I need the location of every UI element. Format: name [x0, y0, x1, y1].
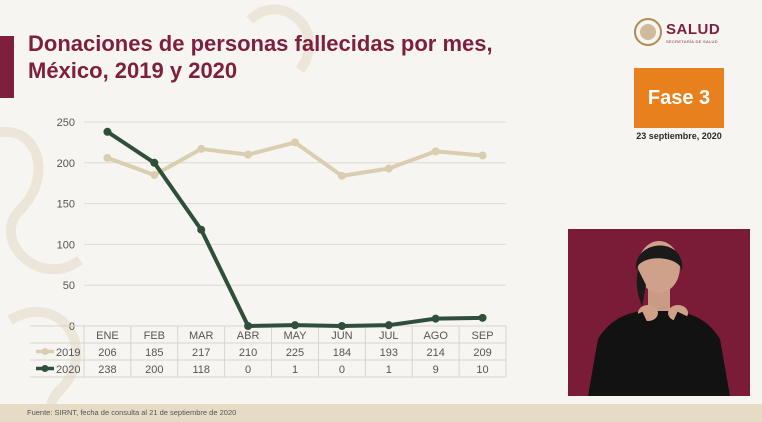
data-point-2020: [384, 321, 393, 330]
data-table-value: 209: [473, 347, 491, 359]
x-tick-label: AGO: [423, 330, 448, 342]
legend-label: 2020: [56, 364, 80, 376]
logo-text: SALUD: [666, 21, 721, 38]
legend-swatch-marker: [41, 365, 49, 372]
y-tick-label: 100: [57, 239, 75, 251]
data-table-value: 200: [145, 364, 163, 376]
data-table-value: 0: [339, 364, 345, 376]
eagle-emblem-icon: [634, 18, 662, 46]
y-tick-label: 200: [57, 158, 75, 170]
y-tick-label: 0: [69, 321, 75, 333]
y-tick-label: 150: [57, 199, 75, 211]
x-tick-label: MAR: [189, 330, 214, 342]
data-table-value: 214: [426, 347, 444, 359]
data-table-value: 185: [145, 347, 163, 359]
data-point-2019: [291, 138, 299, 147]
data-point-2020: [197, 225, 206, 234]
logo-subtext: SECRETARÍA DE SALUD: [666, 39, 718, 44]
data-table-value: 193: [380, 347, 398, 359]
title-accent-bar: [0, 36, 14, 98]
legend-label: 2019: [56, 347, 80, 359]
data-point-2020: [244, 322, 253, 330]
data-table-value: 9: [433, 364, 439, 376]
data-point-2020: [291, 321, 299, 330]
data-point-2019: [478, 151, 487, 160]
data-point-2020: [431, 314, 440, 323]
phase-badge: Fase 3: [634, 68, 724, 128]
legend-swatch-marker: [41, 348, 49, 355]
data-point-2019: [150, 171, 159, 180]
title-line-2: México, 2019 y 2020: [28, 58, 238, 83]
series-line-2019: [105, 140, 485, 178]
data-point-2020: [103, 127, 112, 136]
data-point-2019: [431, 147, 440, 156]
data-point-2019: [197, 144, 206, 153]
interpreter-image: [568, 229, 750, 396]
source-note: Fuente: SIRNT, fecha de consulta al 21 d…: [27, 408, 237, 417]
x-tick-label: ENE: [96, 330, 119, 342]
data-table-value: 10: [476, 364, 488, 376]
data-point-2019: [337, 171, 346, 180]
x-tick-label: FEB: [144, 330, 165, 342]
x-tick-label: JUL: [379, 330, 399, 342]
y-tick-label: 250: [57, 117, 75, 129]
data-point-2020: [150, 158, 159, 167]
data-table-value: 238: [98, 364, 116, 376]
data-table-value: 217: [192, 347, 210, 359]
data-table-value: 118: [192, 364, 210, 376]
data-table-value: 225: [286, 347, 304, 359]
footer-bar: [0, 404, 762, 422]
x-tick-label: ABR: [237, 330, 260, 342]
x-tick-label: SEP: [472, 330, 494, 342]
data-point-2020: [337, 322, 346, 330]
data-table-value: 1: [292, 364, 298, 376]
data-table-value: 184: [333, 347, 351, 359]
x-tick-label: JUN: [331, 330, 352, 342]
data-point-2019: [384, 164, 393, 173]
salud-logo: SALUD SECRETARÍA DE SALUD: [634, 18, 734, 48]
data-table-value: 210: [239, 347, 257, 359]
data-table-value: 206: [98, 347, 116, 359]
series-line-2020: [105, 129, 485, 328]
y-tick-label: 50: [63, 280, 75, 292]
x-tick-label: MAY: [283, 330, 307, 342]
slide-title: Donaciones de personas fallecidas por me…: [28, 30, 588, 84]
sign-language-interpreter: [568, 229, 750, 396]
title-line-1: Donaciones de personas fallecidas por me…: [28, 31, 493, 56]
data-point-2019: [103, 153, 112, 162]
phase-date: 23 septiembre, 2020: [636, 131, 722, 141]
data-point-2019: [244, 150, 253, 159]
data-table-value: 0: [245, 364, 251, 376]
data-point-2020: [478, 313, 487, 322]
data-table-value: 1: [386, 364, 392, 376]
